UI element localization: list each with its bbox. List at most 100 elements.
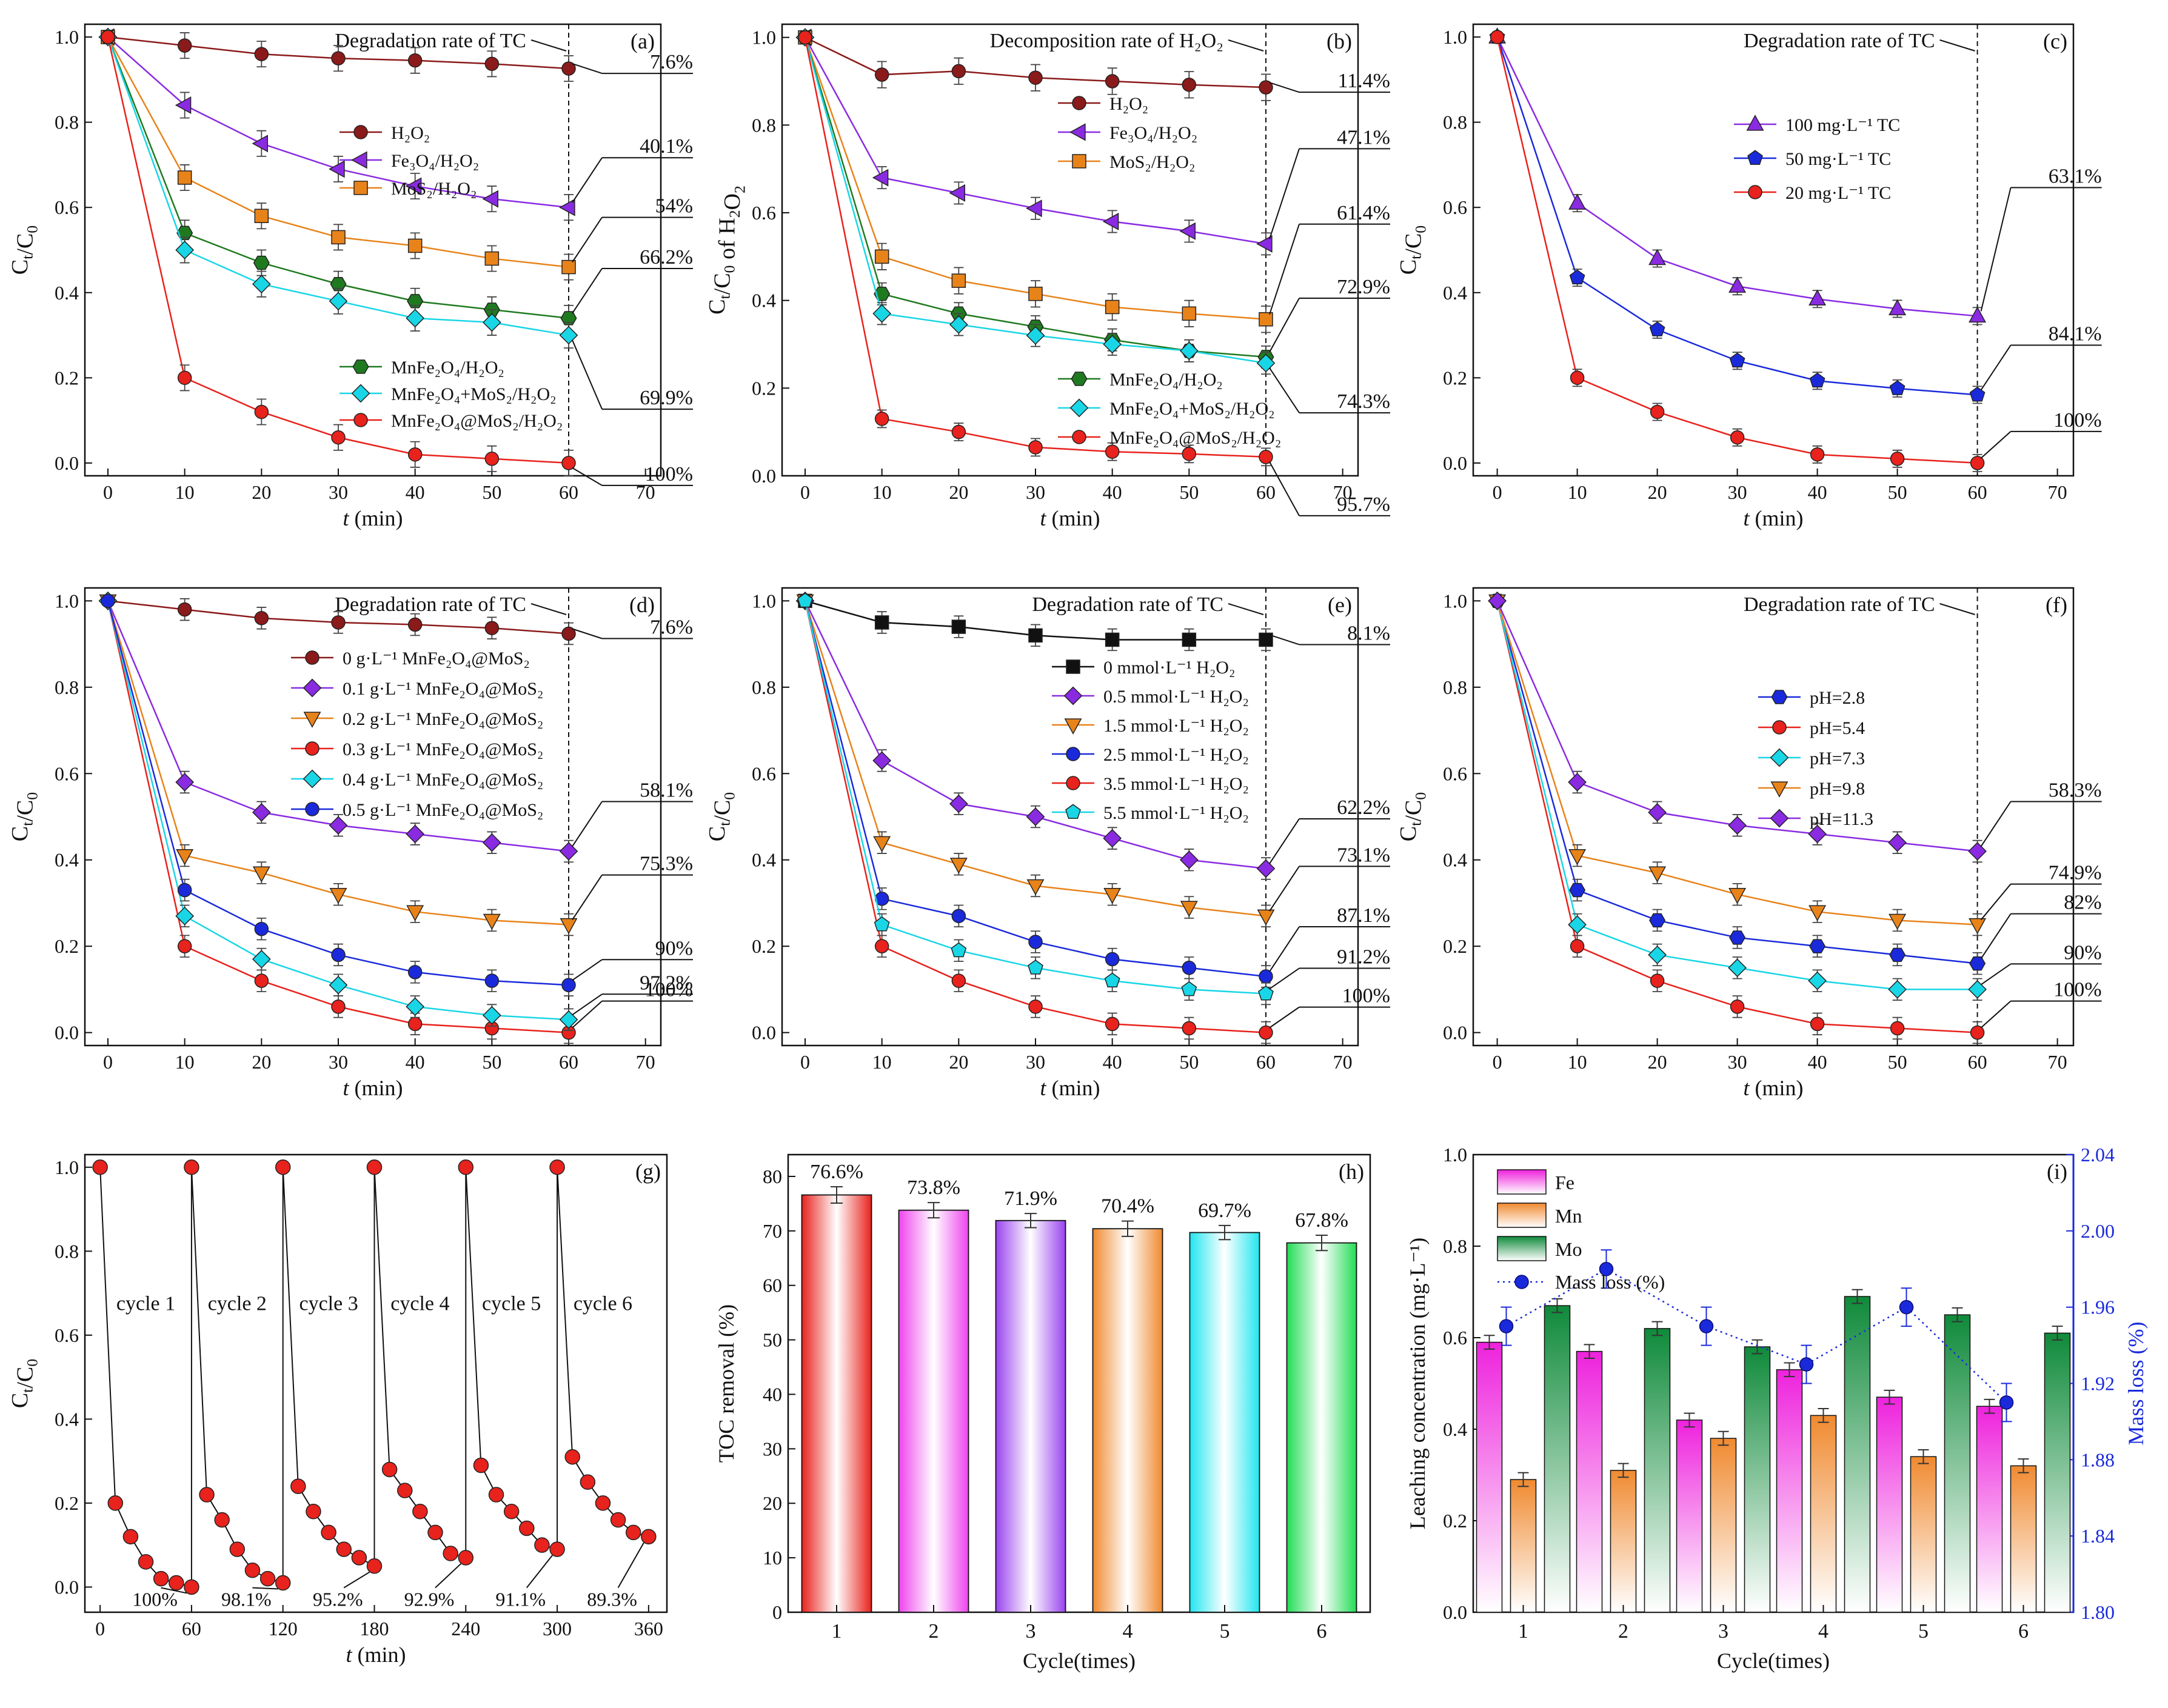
subscript: t <box>1407 255 1424 259</box>
data-point <box>252 950 271 969</box>
data-point <box>177 38 192 53</box>
data-point <box>1026 326 1045 345</box>
data-label: 73.8% <box>907 1176 960 1199</box>
data-point <box>949 794 968 813</box>
legend-label: H₂O₂ <box>1109 94 1148 114</box>
data-point <box>396 1483 413 1498</box>
data-point <box>951 424 966 439</box>
callout-leader <box>1980 801 2012 847</box>
data-point <box>580 1474 596 1490</box>
y-axis-label: Ct/C0 <box>7 225 41 275</box>
callout-label: 74.9% <box>2049 862 2102 884</box>
data-point <box>1970 1025 1985 1040</box>
callout-label: 90% <box>655 937 693 959</box>
legend-marker <box>351 151 367 169</box>
annotation-text: Degradation rate of TC <box>335 593 526 616</box>
data-point <box>473 1457 489 1473</box>
x-tick-label: 70 <box>2048 1051 2067 1073</box>
data-point <box>1969 956 1986 971</box>
legend-label: MnFe₂O₄/H₂O₂ <box>1109 370 1223 390</box>
callout-label: 100% <box>2053 409 2101 432</box>
data-point <box>1256 235 1273 253</box>
panel-label: (h) <box>1339 1159 1364 1184</box>
label-part: C <box>7 259 33 275</box>
y-tick-label: 0.0 <box>1443 1022 1467 1044</box>
data-point <box>1259 450 1273 464</box>
data-point <box>1889 380 1905 395</box>
legend-marker <box>352 359 369 374</box>
y-tick-label: 0.4 <box>1443 1418 1467 1440</box>
callout-leader <box>1980 913 2012 959</box>
data-point <box>1808 905 1827 922</box>
data-label: 70.4% <box>1101 1195 1154 1218</box>
x-tick-label: 30 <box>329 1051 348 1073</box>
data-point <box>229 1541 246 1557</box>
y-tick-label: 0.4 <box>55 849 79 871</box>
data-point <box>1257 909 1275 926</box>
x-axis-unit: (min) <box>352 1643 406 1667</box>
callout-leader <box>572 628 603 639</box>
y2-tick-label: 1.92 <box>2081 1373 2115 1395</box>
series-4: 74.3% <box>795 28 1390 414</box>
data-point <box>1648 249 1667 265</box>
legend-marker <box>303 678 322 698</box>
data-point <box>1890 1021 1905 1036</box>
legend-label: MnFe₂O₄+MoS₂/H₂O₂ <box>391 384 557 404</box>
series-line <box>1496 600 1978 852</box>
legend-label: MnFe₂O₄@MoS₂/H₂O₂ <box>1109 428 1281 448</box>
callout-leader <box>572 339 603 410</box>
legend-marker <box>1066 747 1080 761</box>
callout-leader <box>1980 187 2012 312</box>
y-tick-label: 40 <box>763 1383 782 1405</box>
data-point <box>503 1504 520 1520</box>
data-point <box>427 1524 443 1541</box>
data-point <box>951 973 966 988</box>
data-point <box>214 1512 230 1528</box>
data-point <box>564 1449 580 1465</box>
data-point <box>1103 829 1122 848</box>
data-point <box>254 973 269 988</box>
data-point <box>1256 859 1276 878</box>
data-point <box>951 273 966 288</box>
callout-label: 82% <box>2064 892 2101 914</box>
callout-label: 100% <box>2053 979 2101 1001</box>
x-axis-label: t (min) <box>343 1076 403 1100</box>
y-tick-label: 50 <box>763 1329 782 1351</box>
x-tick-label: 40 <box>1103 481 1122 503</box>
series-3: 74.9% <box>1488 594 2102 936</box>
x-tick-label: 4 <box>1818 1620 1828 1643</box>
x-axis-label: t (min) <box>1040 506 1100 530</box>
callout-leader <box>1269 224 1300 315</box>
data-point <box>873 836 891 853</box>
legend-marker <box>353 181 368 195</box>
x-axis-var: t <box>1040 506 1047 530</box>
series-0: 11.4% <box>798 30 1390 101</box>
y-tick-label: 1.0 <box>752 590 776 612</box>
removal-arrow <box>161 1587 187 1594</box>
y2-axis-label: Mass loss (%) <box>2124 1322 2148 1446</box>
data-point <box>874 939 889 953</box>
data-point <box>1028 628 1043 643</box>
legend-marker <box>1063 686 1083 706</box>
callout-leader <box>1269 461 1300 516</box>
x-axis-label: t (min) <box>346 1643 406 1667</box>
cycle-label: cycle 2 <box>208 1292 267 1315</box>
panel-label: (i) <box>2047 1159 2067 1184</box>
y-tick-label: 0.0 <box>752 1022 776 1044</box>
x-tick-label: 60 <box>182 1618 201 1640</box>
cycle-label: cycle 6 <box>574 1292 632 1315</box>
x-tick-label: 60 <box>559 1051 578 1073</box>
data-point <box>1969 386 1986 402</box>
y-tick-label: 0.2 <box>1443 367 1467 389</box>
data-point <box>559 325 578 345</box>
data-point <box>872 304 892 323</box>
series-2: 73.1% <box>796 594 1390 928</box>
removal-label: 89.3% <box>587 1589 637 1610</box>
x-axis-label: Cycle(times) <box>1023 1649 1136 1673</box>
y-tick-label: 0.8 <box>752 676 776 698</box>
y2-tick-label: 2.04 <box>2081 1144 2115 1166</box>
callout-leader <box>1269 926 1300 972</box>
y-tick-label: 0.2 <box>55 1492 79 1514</box>
bar-fe <box>1776 1369 1803 1613</box>
bar-fe <box>1476 1341 1503 1613</box>
